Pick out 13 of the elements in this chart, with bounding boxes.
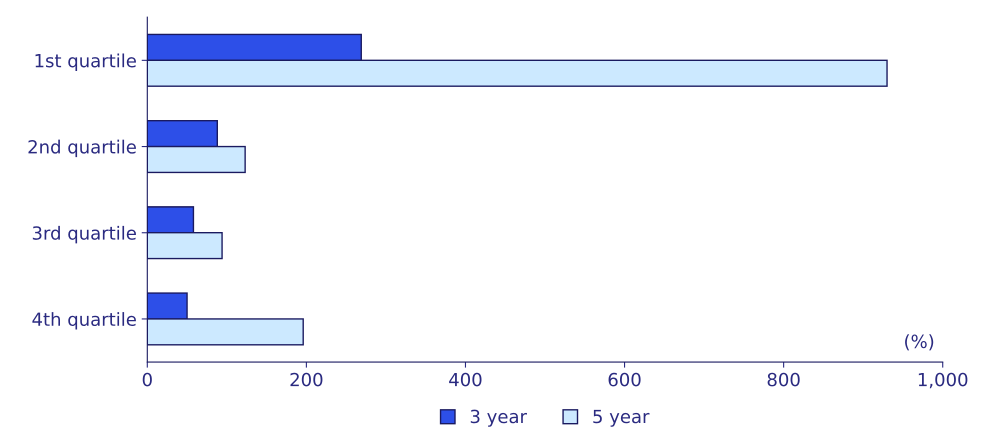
annotation: (%): [905, 334, 934, 350]
y-tick-label: 3rd quartile: [32, 226, 136, 244]
y-tick-label: 4th quartile: [32, 312, 136, 330]
y-tick-label: 1st quartile: [36, 53, 136, 71]
x-tick-label: 200: [290, 372, 322, 386]
x-tick-label: 400: [449, 372, 482, 386]
x-tick-label: 600: [608, 372, 641, 386]
y-tick-label: 2nd quartile: [28, 140, 136, 158]
legend-label: 5 year: [593, 410, 650, 427]
legend-label: 3 year: [470, 410, 527, 427]
x-tick-label: 800: [768, 372, 800, 386]
x-tick-label: 1,000: [918, 372, 968, 388]
x-tick-label: 0: [142, 372, 152, 386]
